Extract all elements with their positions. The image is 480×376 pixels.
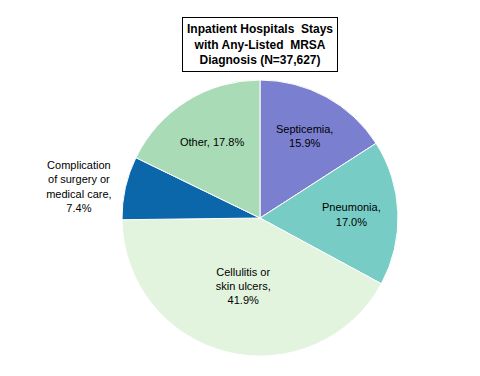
svg-text:Complicationof surgery ormedic: Complicationof surgery ormedical care,7.… — [46, 159, 111, 214]
svg-text:Septicemia,15.9%: Septicemia,15.9% — [276, 123, 333, 149]
svg-text:Pneumonia,17.0%: Pneumonia,17.0% — [322, 201, 381, 227]
svg-text:Other, 17.8%: Other, 17.8% — [180, 136, 244, 148]
svg-text:Cellulitis orskin ulcers,41.9%: Cellulitis orskin ulcers,41.9% — [216, 266, 271, 307]
svg-text:Inpatient Hospitals Stayswith: Inpatient Hospitals Stayswith Any-Listed… — [187, 22, 333, 67]
